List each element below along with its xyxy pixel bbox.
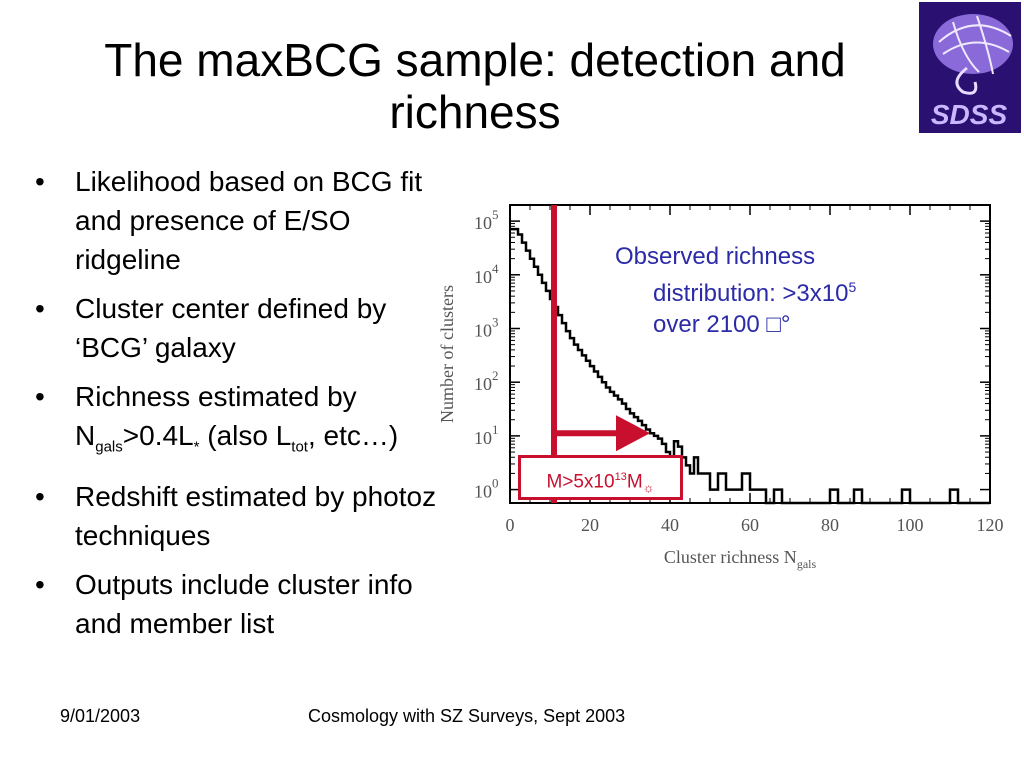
mass-cut-arrow-head [616, 415, 650, 452]
y-tick-label: 10 [474, 320, 492, 340]
bullet-item: Redshift estimated by photoz techniques [30, 477, 440, 555]
footer-conference: Cosmology with SZ Surveys, Sept 2003 [308, 706, 626, 726]
page-title: The maxBCG sample: detection and richnes… [104, 34, 846, 138]
series-line [510, 227, 990, 505]
footer-date: 9/01/2003 [60, 706, 141, 726]
logo-text: SDSS [931, 99, 1008, 130]
bullet-item: Outputs include cluster info and member … [30, 565, 440, 643]
y-tick-label: 10 [474, 213, 492, 233]
x-tick-label: 40 [661, 515, 679, 535]
mass-threshold-label: M>5x1013M☼ [518, 455, 683, 500]
y-tick-exponent: 3 [492, 314, 499, 329]
y-axis-label: Number of clusters [437, 285, 457, 423]
logo-disc [933, 14, 1013, 74]
y-tick-exponent: 5 [492, 207, 499, 222]
y-tick-exponent: 0 [492, 476, 499, 491]
bullet-item: Likelihood based on BCG fit and presence… [30, 162, 440, 279]
x-tick-label: 120 [977, 515, 1004, 535]
x-tick-label: 80 [821, 515, 839, 535]
x-axis-label: Cluster richness Ngals [664, 547, 817, 571]
bullet-item: Cluster center defined by ‘BCG’ galaxy [30, 289, 440, 367]
sdss-logo: SDSS [919, 2, 1021, 133]
y-tick-label: 10 [474, 267, 492, 287]
chart-annotation: Observed richness distribution: >3x105 o… [615, 243, 857, 338]
bullet-item: Richness estimated by Ngals>0.4L* (also … [30, 377, 440, 467]
x-tick-label: 60 [741, 515, 759, 535]
y-tick-label: 10 [474, 482, 492, 502]
x-tick-label: 20 [581, 515, 599, 535]
y-tick-exponent: 2 [492, 368, 499, 383]
y-tick-label: 10 [474, 428, 492, 448]
y-tick-exponent: 4 [492, 261, 499, 276]
x-tick-label: 0 [506, 515, 515, 535]
y-tick-exponent: 1 [492, 422, 499, 437]
y-tick-label: 10 [474, 374, 492, 394]
x-tick-label: 100 [897, 515, 924, 535]
bullet-list: Likelihood based on BCG fit and presence… [30, 162, 440, 653]
